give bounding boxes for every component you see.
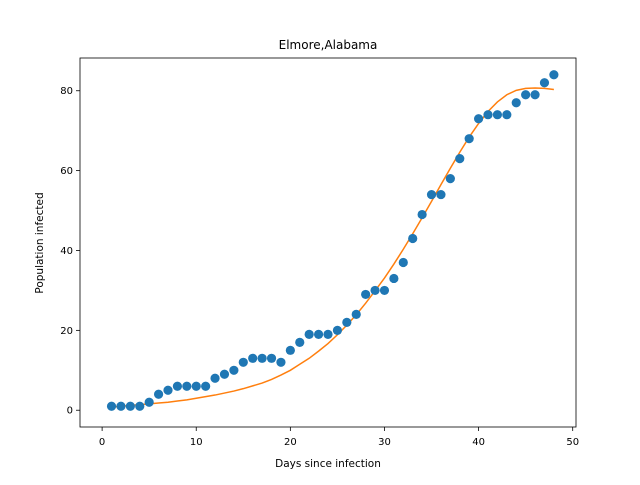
data-point bbox=[455, 154, 465, 164]
data-point bbox=[473, 114, 484, 124]
data-point bbox=[182, 381, 192, 391]
data-point bbox=[125, 401, 135, 411]
y-axis-label: Population infected bbox=[34, 192, 46, 293]
data-point bbox=[153, 389, 164, 399]
data-point bbox=[436, 189, 446, 200]
y-tick-label: 0 bbox=[67, 406, 73, 417]
data-point bbox=[464, 134, 474, 144]
data-point bbox=[530, 90, 540, 100]
data-point bbox=[295, 337, 305, 347]
x-tick-label: 20 bbox=[284, 437, 297, 448]
data-point bbox=[266, 353, 277, 363]
data-point bbox=[163, 385, 173, 395]
data-point bbox=[210, 373, 220, 383]
x-tick-label: 40 bbox=[472, 437, 485, 448]
data-point bbox=[417, 209, 427, 220]
data-point bbox=[323, 329, 333, 339]
y-tick-label: 80 bbox=[60, 86, 73, 97]
data-point bbox=[351, 309, 361, 319]
axes: 0 10 20 30 40 50 0 20 40 60 80 bbox=[60, 57, 579, 448]
data-point bbox=[379, 285, 390, 296]
y-tick-label: 40 bbox=[60, 246, 73, 257]
x-tick-label: 10 bbox=[190, 437, 203, 448]
data-point bbox=[229, 365, 239, 375]
data-point bbox=[116, 401, 126, 411]
x-tick-label: 30 bbox=[378, 437, 391, 448]
data-point bbox=[285, 345, 295, 355]
data-point bbox=[257, 353, 267, 363]
data-point bbox=[201, 381, 211, 391]
data-point bbox=[539, 78, 550, 88]
y-tick-label: 60 bbox=[60, 166, 73, 177]
data-point bbox=[276, 357, 286, 367]
data-point bbox=[313, 329, 324, 339]
x-axis-label: Days since infection bbox=[275, 458, 381, 470]
data-point bbox=[502, 110, 512, 120]
data-point bbox=[483, 110, 493, 120]
data-point bbox=[398, 257, 408, 268]
data-point bbox=[342, 317, 352, 327]
data-point bbox=[426, 189, 437, 200]
data-point bbox=[332, 325, 343, 335]
data-point bbox=[445, 174, 455, 184]
data-point bbox=[361, 289, 371, 300]
data-point bbox=[521, 90, 531, 100]
y-tick-label: 20 bbox=[60, 326, 73, 337]
data-point bbox=[408, 233, 418, 244]
data-point bbox=[106, 401, 117, 411]
plot-area bbox=[106, 70, 559, 411]
data-point bbox=[389, 273, 399, 284]
data-point bbox=[304, 329, 314, 339]
axes-frame bbox=[79, 57, 577, 428]
x-tick-label: 0 bbox=[99, 437, 105, 448]
data-point bbox=[492, 110, 503, 120]
x-tick-label: 50 bbox=[566, 437, 579, 448]
data-point bbox=[549, 70, 559, 80]
data-point bbox=[135, 401, 145, 411]
data-point bbox=[511, 98, 521, 108]
data-point bbox=[248, 353, 258, 363]
data-point bbox=[191, 381, 201, 391]
data-point bbox=[370, 285, 380, 296]
data-point bbox=[144, 397, 154, 407]
data-point bbox=[219, 369, 230, 379]
data-point bbox=[238, 357, 248, 367]
data-point bbox=[172, 381, 183, 391]
chart-title: Elmore,Alabama bbox=[279, 38, 378, 52]
